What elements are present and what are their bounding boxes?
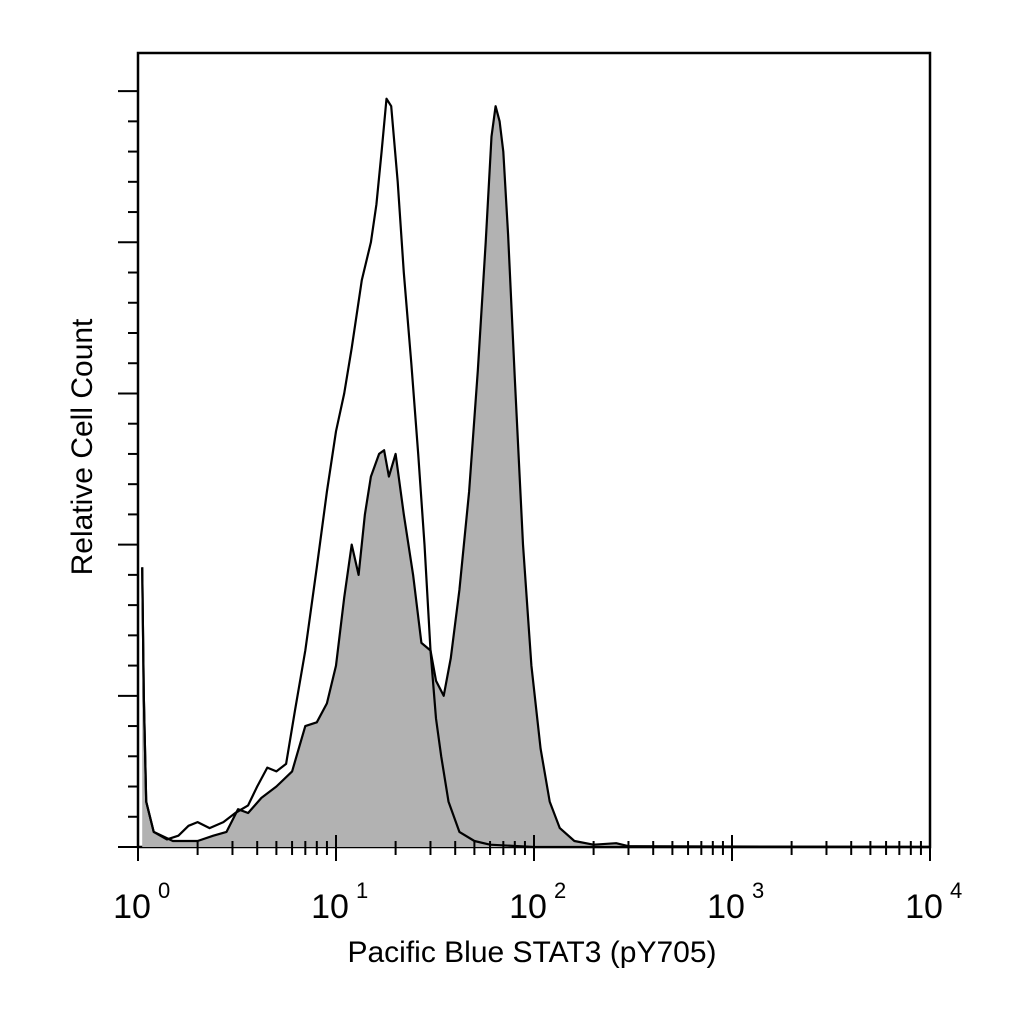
series-fill-shaded: [142, 106, 930, 847]
x-tick-base: 10: [311, 888, 349, 926]
series-outline-shaded: [141, 105, 931, 849]
x-tick-label-2: 10 2: [509, 878, 566, 926]
x-tick-labels: 10 0 10 1 10 2 10 3 10 4: [113, 878, 962, 926]
x-tick-label-0: 10 0: [113, 878, 170, 926]
x-tick-base: 10: [509, 888, 547, 926]
x-tick-exponent: 4: [950, 878, 962, 903]
x-tick-label-3: 10 3: [707, 878, 764, 926]
x-tick-base: 10: [905, 888, 943, 926]
series-layer: [141, 97, 931, 849]
x-tick-label-1: 10 1: [311, 878, 368, 926]
x-tick-exponent: 2: [554, 878, 566, 903]
y-ticks: [118, 90, 138, 848]
x-tick-exponent: 0: [158, 878, 170, 903]
x-tick-exponent: 1: [356, 878, 368, 903]
x-minor-ticks: [137, 835, 931, 861]
x-tick-label-4: 10 4: [905, 878, 962, 926]
x-tick-base: 10: [113, 888, 151, 926]
y-axis-title: Relative Cell Count: [66, 318, 99, 575]
x-axis-title: Pacific Blue STAT3 (pY705): [347, 936, 716, 969]
x-tick-base: 10: [707, 888, 745, 926]
series-outline-unstained: [141, 97, 930, 849]
x-tick-exponent: 3: [752, 878, 764, 903]
